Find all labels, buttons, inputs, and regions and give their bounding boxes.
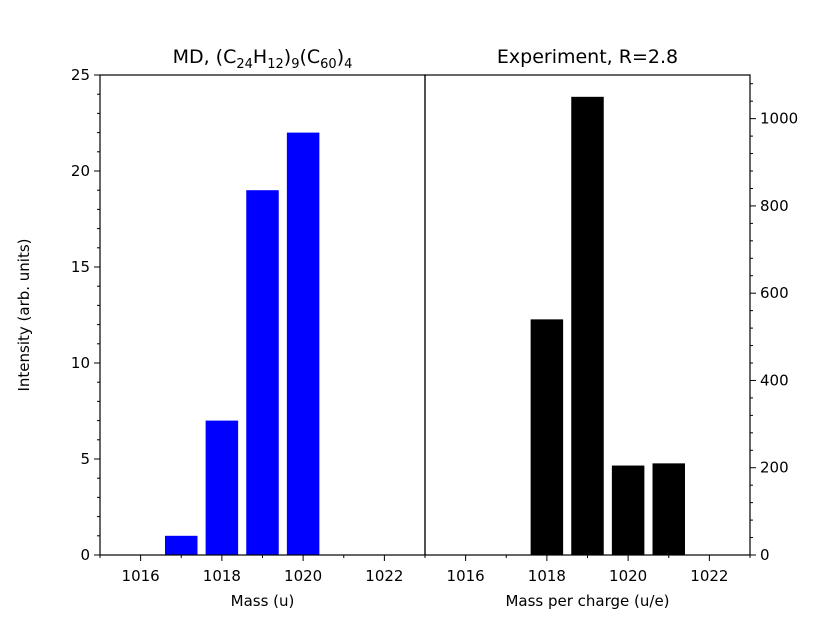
chart0-xtick-label: 1018 — [203, 567, 241, 585]
chart1-bar-1019 — [571, 96, 604, 556]
chart1-bar-1018 — [530, 319, 564, 555]
chart1-ytick-label: 1000 — [760, 110, 798, 128]
chart0-title-part: (C — [299, 46, 320, 68]
chart0-xlabel: Mass (u) — [231, 592, 295, 610]
chart1-xtick-label: 1018 — [528, 567, 566, 585]
chart1-ytick-label: 600 — [760, 284, 789, 302]
chart1-bar-1021 — [652, 463, 685, 555]
chart1-xlabel: Mass per charge (u/e) — [505, 592, 669, 610]
chart1-ytick-label: 200 — [760, 459, 789, 477]
chart0-title-part: 9 — [291, 57, 299, 72]
chart0-ytick-label: 20 — [71, 162, 90, 180]
chart1-xtick-label: 1022 — [690, 567, 728, 585]
chart0-title-part: 60 — [320, 57, 337, 72]
chart0-xtick-label: 1020 — [284, 567, 322, 585]
chart0-title-part: 4 — [344, 57, 352, 72]
chart1-title: Experiment, R=2.8 — [497, 46, 678, 68]
chart0-bar-1019 — [246, 190, 279, 555]
chart0-ytick-label: 15 — [71, 258, 90, 276]
chart0-bar-1018 — [205, 420, 239, 555]
chart0-ytick-label: 25 — [71, 66, 90, 84]
chart0-title: MD, (C24H12)9(C60)4 — [173, 46, 353, 72]
chart0-bar-1017 — [165, 535, 198, 555]
chart0-ytick-label: 5 — [80, 450, 90, 468]
chart0-xtick-label: 1016 — [122, 567, 160, 585]
chart0-ytick-label: 10 — [71, 354, 90, 372]
chart1-ytick-label: 800 — [760, 197, 789, 215]
chart0-ytick-label: 0 — [80, 546, 90, 564]
chart0-xtick-label: 1022 — [365, 567, 403, 585]
chart0-ylabel: Intensity (arb. units) — [15, 238, 33, 391]
chart1-xtick-label: 1020 — [609, 567, 647, 585]
chart1-xtick-label: 1016 — [447, 567, 485, 585]
chart0-title-part: ) — [284, 46, 291, 68]
chart0-title-part: 24 — [236, 57, 253, 72]
chart0-title-part: H — [253, 46, 267, 68]
chart1-ytick-label: 0 — [760, 546, 770, 564]
chart0-title-part: ) — [337, 46, 344, 68]
chart0-bar-1020 — [286, 132, 320, 555]
chart1-bar-1020 — [611, 465, 645, 555]
chart1-frame — [424, 74, 751, 556]
chart0-title-part: 12 — [267, 57, 284, 72]
chart1-ytick-label: 400 — [760, 371, 789, 389]
chart0-title-part: MD, (C — [173, 46, 237, 68]
